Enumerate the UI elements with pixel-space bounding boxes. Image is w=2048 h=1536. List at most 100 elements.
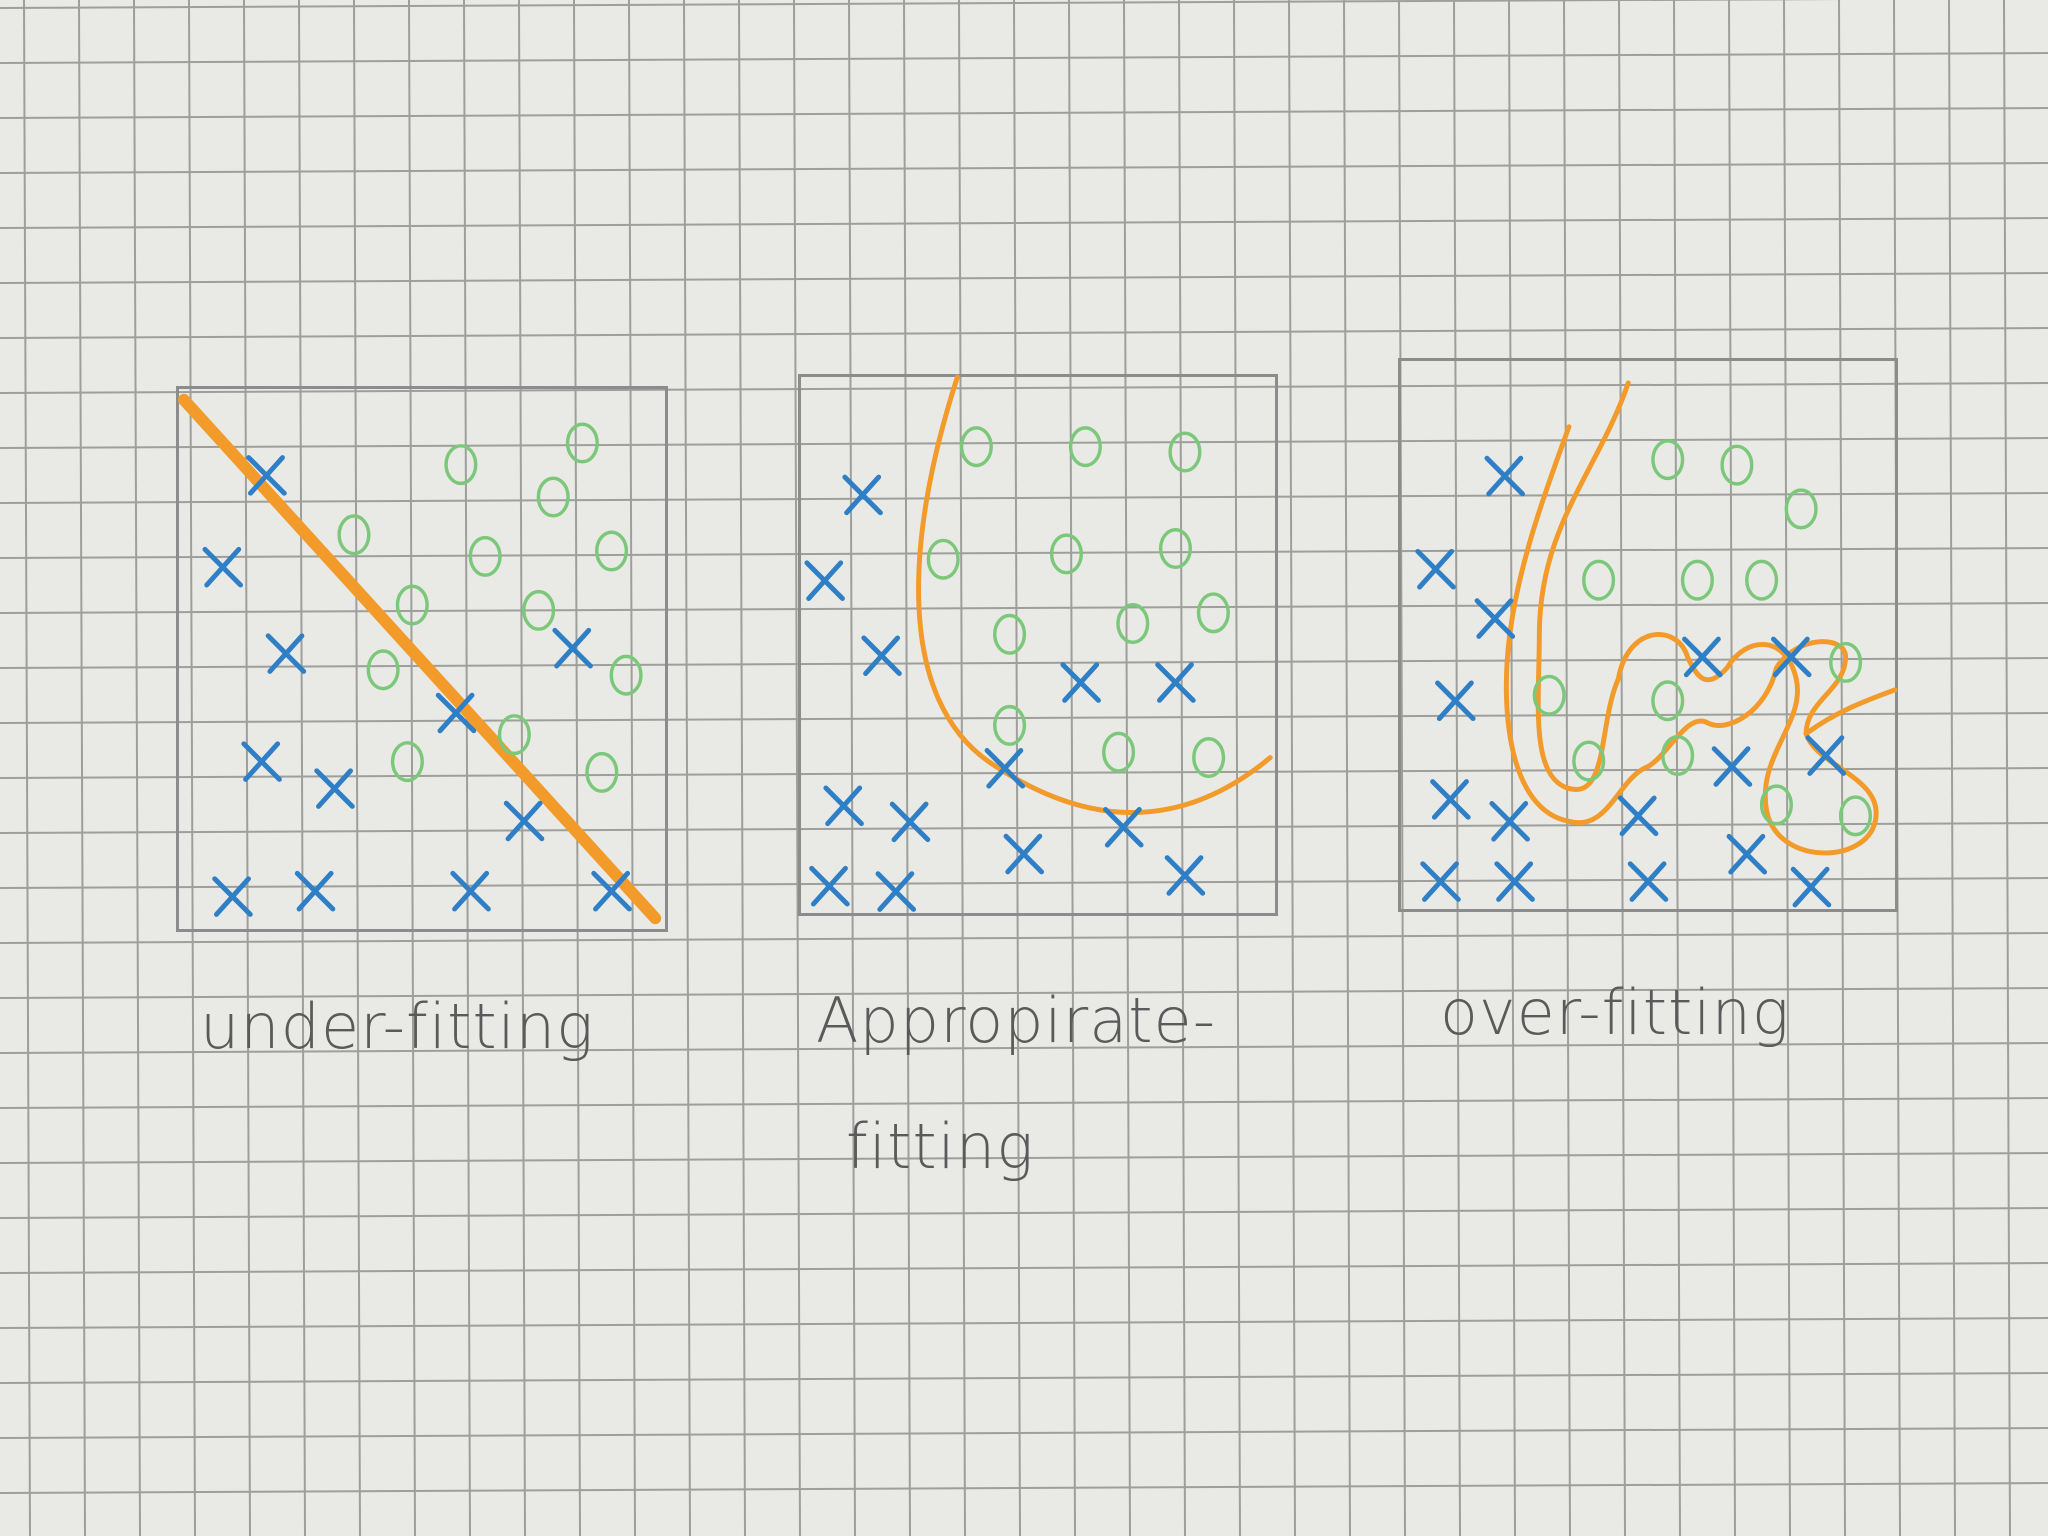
grid-line-vertical <box>1508 0 1516 1536</box>
grid-line-vertical <box>1288 0 1296 1536</box>
o-mark <box>1116 603 1150 645</box>
o-mark <box>444 444 478 486</box>
grid-line-horizontal <box>0 987 2048 999</box>
o-mark <box>1532 674 1566 716</box>
x-mark <box>435 692 477 734</box>
grid-line-vertical <box>1398 0 1406 1536</box>
grid-line-vertical <box>133 0 141 1536</box>
x-mark <box>1415 548 1456 590</box>
x-mark <box>875 871 917 912</box>
caption-appropriate-line-2: fitting <box>846 1110 1035 1183</box>
over-fitting-plot <box>1398 358 1898 912</box>
o-mark <box>395 584 429 626</box>
x-mark <box>1790 866 1832 908</box>
x-mark <box>1494 861 1535 902</box>
o-mark <box>1680 559 1714 601</box>
grid-line-vertical <box>1233 0 1241 1536</box>
grid-line-horizontal <box>0 437 2048 449</box>
o-mark <box>337 514 371 556</box>
x-mark <box>1155 662 1196 703</box>
x-mark <box>265 633 307 674</box>
grid-line-horizontal <box>0 1262 2048 1274</box>
x-mark <box>450 870 491 912</box>
x-mark <box>1430 779 1471 820</box>
x-mark <box>552 627 593 669</box>
x-mark <box>1682 636 1723 678</box>
grid-line-horizontal <box>0 382 2048 394</box>
grid-line-vertical <box>903 0 911 1536</box>
x-mark <box>823 785 864 827</box>
x-mark <box>212 876 253 917</box>
grid-line-horizontal <box>0 1152 2048 1164</box>
grid-line-horizontal <box>0 1097 2048 1109</box>
x-mark <box>809 865 850 907</box>
x-mark <box>503 800 545 842</box>
grid-line-vertical <box>573 0 581 1536</box>
x-mark <box>1003 833 1045 875</box>
grid-line-horizontal <box>0 822 2048 834</box>
x-mark <box>1474 598 1516 639</box>
o-mark <box>1049 533 1083 575</box>
x-mark <box>1484 455 1525 497</box>
o-mark <box>1759 784 1793 826</box>
o-mark <box>565 422 599 464</box>
x-mark <box>984 748 1026 789</box>
grid-line-vertical <box>1673 0 1681 1536</box>
x-mark <box>1726 833 1768 875</box>
o-mark <box>1192 737 1226 779</box>
caption-appropriate-line-1: Appropirate- <box>816 984 1217 1057</box>
x-mark <box>1103 806 1144 848</box>
grid-line-horizontal <box>0 1482 2048 1494</box>
o-mark <box>366 649 400 691</box>
x-mark <box>861 635 902 676</box>
x-mark <box>1420 861 1461 902</box>
o-mark <box>1651 439 1685 481</box>
o-mark <box>1784 488 1818 530</box>
grid-line-vertical <box>78 0 86 1536</box>
grid-line-horizontal <box>0 217 2048 229</box>
o-mark <box>497 714 531 756</box>
grid-line-horizontal <box>0 767 2048 779</box>
appropriate-fitting-marks <box>804 374 1273 912</box>
o-mark <box>1838 795 1873 837</box>
grid-line-vertical <box>683 0 691 1536</box>
grid-line-horizontal <box>0 327 2048 339</box>
grid-line-horizontal <box>0 1372 2048 1384</box>
x-mark <box>294 870 336 912</box>
o-mark <box>1829 641 1863 683</box>
x-mark <box>1617 795 1659 837</box>
decision-boundary-tail <box>1803 687 1898 737</box>
x-mark <box>241 741 282 782</box>
o-mark <box>594 530 629 572</box>
o-mark <box>993 613 1027 655</box>
o-mark <box>536 476 570 518</box>
grid-line-vertical <box>298 0 306 1536</box>
o-mark <box>609 654 643 696</box>
o-mark <box>1158 527 1193 570</box>
o-mark <box>390 741 424 783</box>
caption-under-fitting: under-fitting <box>200 990 595 1063</box>
grid-line-horizontal <box>0 932 2048 944</box>
grid-line-horizontal <box>0 162 2048 174</box>
o-mark <box>468 535 502 577</box>
grid-line-vertical <box>1783 0 1791 1536</box>
grid-line-horizontal <box>0 1427 2048 1439</box>
o-mark <box>1068 426 1102 468</box>
decision-boundary-line <box>177 393 662 925</box>
grid-line-vertical <box>1618 0 1626 1536</box>
grid-line-vertical <box>1013 0 1021 1536</box>
grid-line-horizontal <box>0 547 2048 559</box>
grid-line-horizontal <box>0 492 2048 504</box>
grid-line-vertical <box>353 0 361 1536</box>
o-mark <box>1572 740 1606 782</box>
x-mark <box>246 455 287 496</box>
grid-line-horizontal <box>0 877 2048 889</box>
o-mark <box>926 538 960 580</box>
grid-line-horizontal <box>0 107 2048 119</box>
grid-line-vertical <box>243 0 251 1536</box>
grid-line-vertical <box>1178 0 1186 1536</box>
x-mark <box>842 474 883 516</box>
x-mark <box>202 546 243 588</box>
o-mark <box>522 589 556 631</box>
